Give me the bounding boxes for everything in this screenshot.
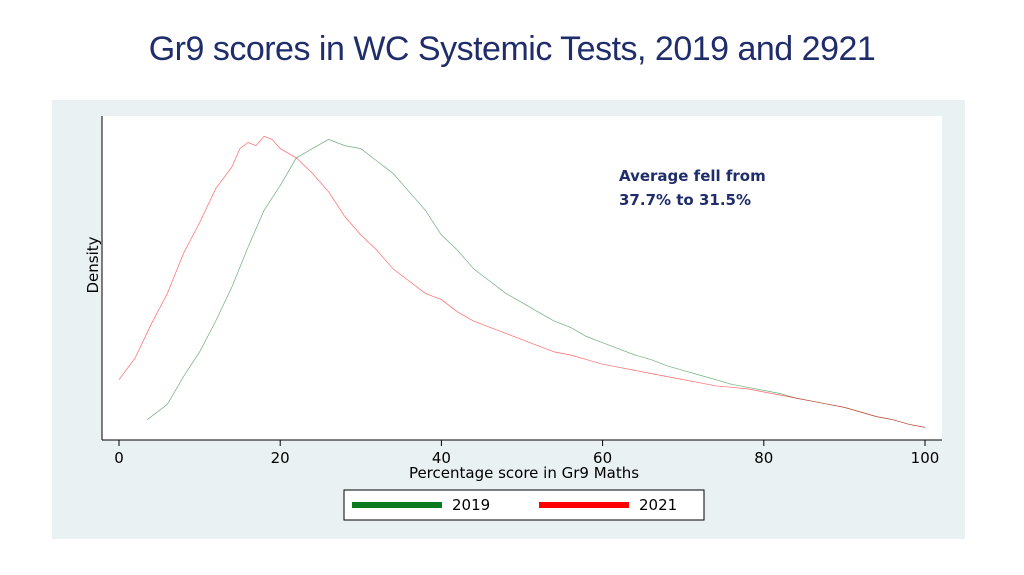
x-tick-label: 40 [432,449,451,467]
density-chart: 0 20 40 60 80 100 Percentage score in Gr9 Mat… [52,100,965,539]
legend-swatch-2019 [352,502,442,508]
series-line-2021 [118,135,926,428]
annotation-line-1: Average fell from [619,167,766,185]
x-tick-label: 0 [114,449,124,467]
x-tick-label: 100 [911,449,940,467]
legend-swatch-2021 [539,502,629,508]
series-lines [118,135,926,428]
legend-box [343,489,705,521]
y-axis-label: Density [84,236,102,293]
x-tick-label: 20 [271,449,290,467]
legend-label-2019: 2019 [452,496,490,514]
x-axis-label: Percentage score in Gr9 Maths [409,464,639,482]
slide-title: Gr9 scores in WC Systemic Tests, 2019 an… [148,30,876,68]
plot-area [102,116,942,440]
x-axis-ticks: 0 20 40 60 80 100 [114,440,939,467]
legend-label-2021: 2021 [639,496,677,514]
legend: 2019 2021 [343,489,705,521]
annotation-line-2: 37.7% to 31.5% [619,191,751,209]
x-tick-label: 60 [593,449,612,467]
x-tick-label: 80 [754,449,773,467]
chart-container: 0 20 40 60 80 100 Percentage score in Gr9 Mat… [52,100,965,539]
